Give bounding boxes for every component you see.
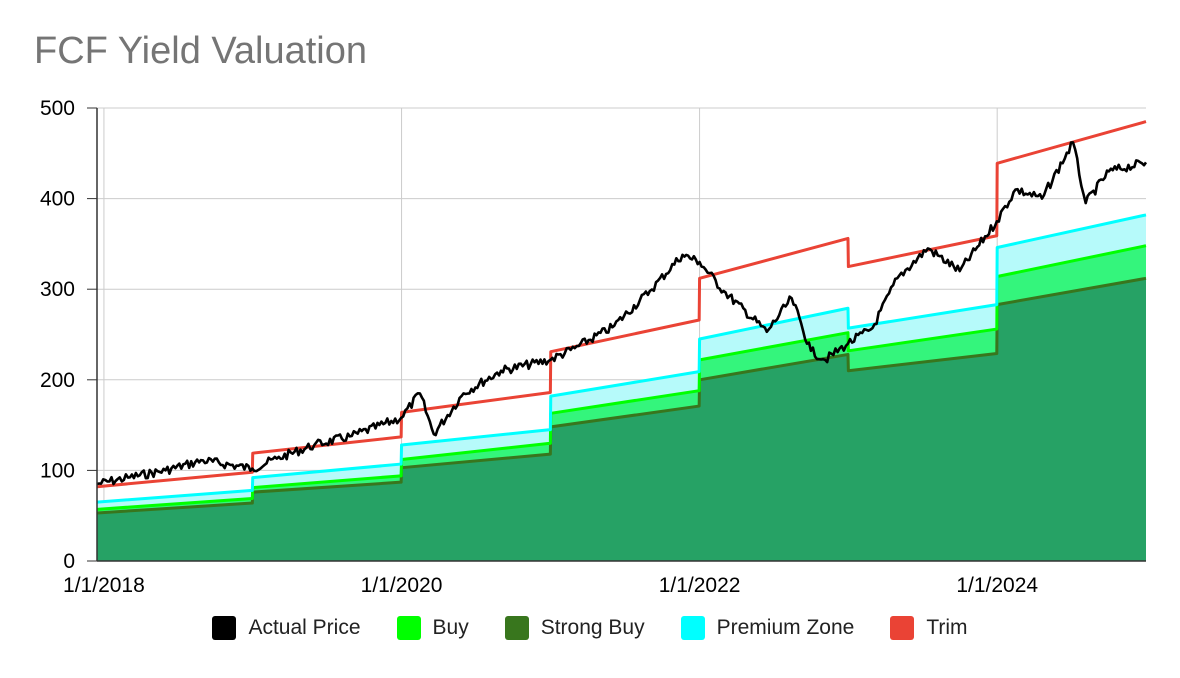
legend-item-trim[interactable]: Trim bbox=[890, 616, 968, 640]
chart-plot: 0 100 200 300 400 500 1/1/2018 1/1/2020 1/1/2022… bbox=[40, 97, 1148, 597]
x-tick-label: 1/1/2018 bbox=[63, 574, 145, 597]
series-line-buy bbox=[96, 244, 1147, 511]
band-areas bbox=[97, 214, 1146, 561]
chart-title: FCF Yield Valuation bbox=[34, 30, 368, 72]
series-line-trim bbox=[96, 120, 1147, 489]
y-tick-label: 0 bbox=[63, 550, 75, 573]
legend-swatch bbox=[890, 616, 915, 640]
legend-label: Actual Price bbox=[248, 616, 361, 639]
series-line-actual-price bbox=[96, 141, 1148, 486]
y-tick-label: 300 bbox=[40, 278, 75, 301]
legend-swatch bbox=[504, 616, 529, 640]
legend-swatch bbox=[396, 616, 421, 640]
legend-swatch bbox=[680, 616, 705, 640]
y-tick-label: 200 bbox=[40, 369, 75, 392]
series-line-premium-zone bbox=[96, 213, 1147, 504]
legend-label: Trim bbox=[926, 616, 968, 639]
series-line-strong-buy bbox=[96, 276, 1147, 515]
band-area-strong-buy bbox=[97, 278, 1146, 561]
legend-item-actual-price[interactable]: Actual Price bbox=[212, 616, 361, 640]
y-tick-label: 400 bbox=[40, 188, 75, 211]
series-lines bbox=[96, 120, 1148, 515]
legend-item-premium-zone[interactable]: Premium Zone bbox=[680, 616, 855, 640]
y-tick-label: 500 bbox=[40, 97, 75, 120]
legend-swatch bbox=[212, 616, 237, 640]
x-tick-label: 1/1/2022 bbox=[659, 574, 741, 597]
legend-item-strong-buy[interactable]: Strong Buy bbox=[504, 616, 645, 640]
band-area-premium-zone bbox=[97, 214, 1146, 510]
x-tick-label: 1/1/2024 bbox=[956, 574, 1038, 597]
legend-item-buy[interactable]: Buy bbox=[396, 616, 469, 640]
band-area-buy bbox=[97, 245, 1146, 513]
axes: 0 100 200 300 400 500 1/1/2018 1/1/2020 1/1/2022… bbox=[40, 97, 1146, 597]
legend-label: Premium Zone bbox=[716, 616, 855, 639]
x-tick-label: 1/1/2020 bbox=[361, 574, 443, 597]
legend-label: Buy bbox=[432, 616, 469, 639]
y-tick-label: 100 bbox=[40, 459, 75, 482]
chart-legend: Actual Price Buy Strong Buy Premium Zone… bbox=[0, 616, 1180, 640]
legend-label: Strong Buy bbox=[540, 616, 645, 639]
